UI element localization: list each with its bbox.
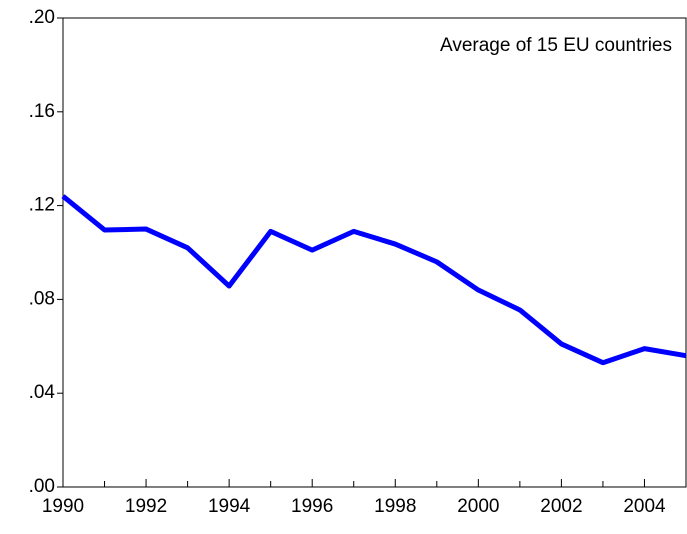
y-tick-label: .00 [29, 476, 55, 497]
data-line [63, 196, 686, 362]
x-tick-label: 1996 [291, 496, 333, 517]
y-tick-label: .08 [29, 288, 55, 309]
x-tick-label: 1992 [125, 496, 167, 517]
x-tick-label: 1990 [42, 496, 84, 517]
plot-frame [62, 17, 687, 488]
x-tick-label: 1994 [208, 496, 251, 517]
annotation: Average of 15 EU countries [440, 35, 672, 56]
y-tick-label: .12 [29, 195, 55, 216]
x-tick-label: 2000 [457, 496, 499, 517]
y-tick-label: .16 [29, 101, 55, 122]
y-tick-label: .04 [29, 382, 56, 403]
x-tick-label: 2004 [623, 496, 666, 517]
x-tick-label: 1998 [374, 496, 416, 517]
y-tick-label: .20 [29, 7, 55, 28]
x-tick-label: 2002 [540, 496, 582, 517]
